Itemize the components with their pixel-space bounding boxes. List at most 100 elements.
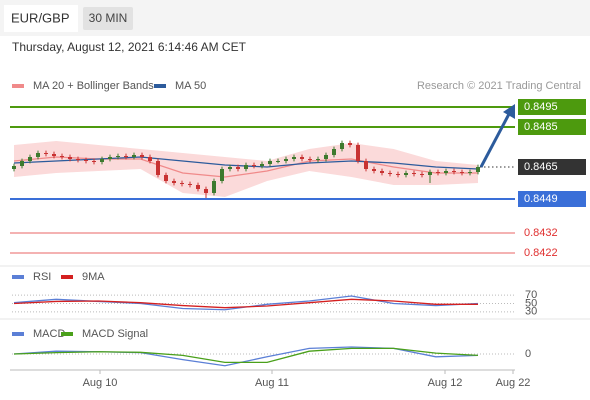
candle-body bbox=[196, 185, 200, 189]
candle-body bbox=[428, 172, 432, 175]
y-tick-label: 0 bbox=[525, 348, 531, 360]
candle-body bbox=[268, 161, 272, 164]
candle-body bbox=[164, 175, 168, 181]
candle-body bbox=[76, 159, 80, 160]
candle-body bbox=[300, 157, 304, 159]
candle-body bbox=[212, 181, 216, 193]
level-box bbox=[518, 159, 586, 175]
candle-body bbox=[84, 160, 88, 161]
candle-body bbox=[132, 155, 136, 157]
candle-body bbox=[308, 159, 312, 160]
legend-swatch bbox=[12, 332, 24, 336]
candle-body bbox=[68, 157, 72, 159]
x-tick-label: Aug 11 bbox=[255, 377, 289, 389]
x-tick-label: Aug 12 bbox=[428, 377, 463, 389]
candle-body bbox=[356, 145, 360, 161]
symbol-tab[interactable] bbox=[4, 5, 78, 32]
level-label: 0.8422 bbox=[524, 247, 558, 259]
candle-body bbox=[284, 159, 288, 161]
candle-body bbox=[180, 183, 184, 184]
x-tick-label: Aug 10 bbox=[83, 377, 118, 389]
candle-body bbox=[108, 157, 112, 159]
y-tick-label: 30 bbox=[525, 306, 537, 318]
candle-body bbox=[92, 161, 96, 162]
legend-label: MA 20 + Bollinger Bands bbox=[33, 80, 154, 92]
legend-swatch bbox=[61, 275, 73, 279]
candle-body bbox=[476, 167, 480, 172]
legend-label: MA 50 bbox=[175, 80, 206, 92]
level-box bbox=[518, 99, 586, 115]
legend-label: MACD bbox=[33, 328, 65, 340]
candle-body bbox=[140, 155, 144, 157]
level-label: 0.8432 bbox=[524, 227, 558, 239]
candle-body bbox=[460, 172, 464, 173]
level-label: 0.8485 bbox=[524, 121, 558, 133]
legend-label: 9MA bbox=[82, 271, 105, 283]
y-tick-label: 70 bbox=[525, 289, 537, 301]
legend-label: MACD Signal bbox=[82, 328, 148, 340]
candle-body bbox=[444, 171, 448, 173]
candle-body bbox=[220, 169, 224, 181]
candle-body bbox=[244, 165, 248, 169]
candle-body bbox=[188, 184, 192, 185]
candle-body bbox=[124, 156, 128, 157]
candle-body bbox=[332, 149, 336, 155]
forecast-arrow bbox=[479, 113, 511, 168]
level-box bbox=[518, 119, 586, 135]
x-tick-label: Aug 22 bbox=[496, 377, 531, 389]
candle-body bbox=[412, 173, 416, 174]
candle-body bbox=[60, 156, 64, 157]
series-line bbox=[13, 298, 478, 309]
candle-body bbox=[228, 167, 232, 169]
candle-body bbox=[468, 172, 472, 173]
timeframe: 30 MIN bbox=[89, 11, 128, 25]
symbol: EUR/GBP bbox=[11, 10, 70, 25]
candle-body bbox=[28, 157, 32, 161]
candle-body bbox=[260, 164, 264, 166]
level-label: 0.8495 bbox=[524, 101, 558, 113]
candle-body bbox=[348, 143, 352, 145]
candle-body bbox=[100, 159, 104, 162]
candle-body bbox=[12, 166, 16, 169]
candle-body bbox=[276, 161, 280, 162]
series-line bbox=[13, 156, 478, 178]
y-tick-label: 50 bbox=[525, 297, 537, 309]
timestamp: Thursday, August 12, 2021 6:14:46 AM CET bbox=[12, 40, 247, 54]
legend-swatch bbox=[154, 84, 166, 88]
candle-body bbox=[236, 167, 240, 169]
candle-body bbox=[372, 169, 376, 171]
legend-swatch bbox=[12, 275, 24, 279]
candle-body bbox=[420, 174, 424, 175]
candle-body bbox=[252, 165, 256, 166]
candle-body bbox=[388, 173, 392, 174]
candle-body bbox=[452, 171, 456, 172]
candle-body bbox=[324, 155, 328, 159]
credit: Research © 2021 Trading Central bbox=[417, 80, 581, 92]
candle-body bbox=[156, 161, 160, 175]
candle-body bbox=[52, 154, 56, 156]
candle-body bbox=[172, 181, 176, 183]
candle-body bbox=[292, 157, 296, 159]
candle-body bbox=[364, 161, 368, 169]
legend-swatch bbox=[61, 332, 73, 336]
legend-swatch bbox=[12, 84, 24, 88]
level-label: 0.8449 bbox=[524, 193, 558, 205]
level-label: 0.8465 bbox=[524, 161, 558, 173]
candle-body bbox=[204, 189, 208, 193]
candle-body bbox=[44, 153, 48, 154]
level-box bbox=[518, 191, 586, 207]
candle-body bbox=[380, 171, 384, 173]
forecast-arrow-head bbox=[503, 104, 515, 119]
timeframe-button[interactable] bbox=[83, 7, 133, 30]
candle-body bbox=[148, 157, 152, 161]
candle-body bbox=[36, 153, 40, 157]
candle-body bbox=[316, 159, 320, 160]
candle-body bbox=[396, 174, 400, 175]
candle-body bbox=[436, 172, 440, 173]
legend-label: RSI bbox=[33, 271, 51, 283]
series-line bbox=[13, 347, 479, 364]
candle-body bbox=[404, 173, 408, 175]
candle-body bbox=[116, 156, 120, 157]
candle-body bbox=[20, 161, 24, 166]
